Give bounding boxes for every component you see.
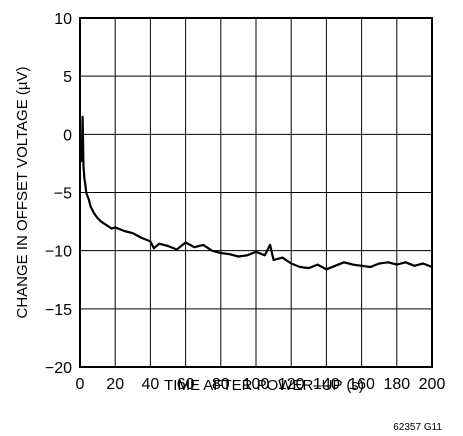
x-axis-ticks: 0 20 40 60 80 100 120 140 160 180 200 <box>76 376 446 393</box>
y-tick-label: 5 <box>63 69 72 86</box>
grid <box>79 17 433 368</box>
y-tick-label: −20 <box>45 360 72 377</box>
plot-frame <box>79 17 433 368</box>
x-tick-label: 200 <box>419 376 446 393</box>
series-line <box>78 115 433 271</box>
x-tick-label: 20 <box>106 376 124 393</box>
x-tick-label: 0 <box>76 376 85 393</box>
y-tick-label: 10 <box>54 11 72 28</box>
x-axis-label: TIME AFTER POWER–UP (s) <box>164 377 364 394</box>
y-axis-ticks: 10 5 0 −5 −10 −15 −20 <box>45 11 72 377</box>
x-tick-label: 60 <box>177 376 195 393</box>
x-tick-label: 100 <box>243 376 270 393</box>
x-tick-label: 120 <box>278 376 305 393</box>
figure-id: 62357 G11 <box>393 422 442 433</box>
y-tick-label: −15 <box>45 302 72 319</box>
x-tick-label: 160 <box>348 376 375 393</box>
x-tick-label: 140 <box>313 376 340 393</box>
y-tick-label: −5 <box>54 186 72 203</box>
y-axis-label: CHANGE IN OFFSET VOLTAGE (µV) <box>14 66 31 318</box>
x-tick-label: 40 <box>142 376 160 393</box>
x-tick-label: 180 <box>383 376 410 393</box>
y-tick-label: 0 <box>63 127 72 144</box>
x-tick-label: 80 <box>212 376 230 393</box>
y-tick-label: −10 <box>45 244 72 261</box>
